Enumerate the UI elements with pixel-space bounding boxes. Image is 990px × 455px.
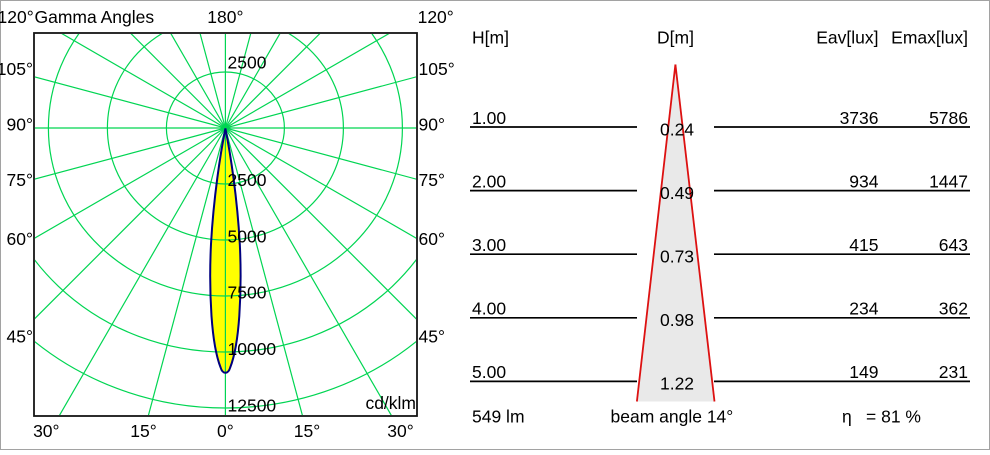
svg-text:H[m]: H[m] <box>472 28 509 48</box>
svg-text:15°: 15° <box>294 421 320 441</box>
svg-text:45°: 45° <box>419 326 445 346</box>
svg-text:7500: 7500 <box>228 283 267 303</box>
svg-text:3.00: 3.00 <box>472 235 506 255</box>
svg-text:90°: 90° <box>419 114 445 134</box>
svg-text:180°: 180° <box>207 7 243 27</box>
svg-text:149: 149 <box>849 362 878 382</box>
svg-text:1.00: 1.00 <box>472 108 506 128</box>
svg-text:30°: 30° <box>387 421 413 441</box>
svg-text:90°: 90° <box>7 114 33 134</box>
svg-text:5.00: 5.00 <box>472 362 506 382</box>
svg-text:231: 231 <box>939 362 968 382</box>
svg-text:3736: 3736 <box>840 108 879 128</box>
svg-text:234: 234 <box>849 299 878 319</box>
svg-text:30°: 30° <box>33 421 59 441</box>
svg-text:D[m]: D[m] <box>657 28 694 48</box>
svg-text:1.22: 1.22 <box>660 374 694 394</box>
svg-text:105°: 105° <box>419 59 455 79</box>
svg-text:1447: 1447 <box>929 171 968 191</box>
svg-text:5786: 5786 <box>929 108 968 128</box>
svg-text:362: 362 <box>939 299 968 319</box>
svg-text:Eav[lux]: Eav[lux] <box>816 28 878 48</box>
svg-text:75°: 75° <box>7 170 33 190</box>
svg-text:beam angle 14°: beam angle 14° <box>611 407 734 427</box>
svg-text:cd/klm: cd/klm <box>365 393 416 413</box>
svg-text:5000: 5000 <box>228 226 267 246</box>
svg-text:Emax[lux]: Emax[lux] <box>891 28 968 48</box>
svg-text:η: η <box>842 407 852 427</box>
svg-text:75°: 75° <box>419 170 445 190</box>
svg-text:2.00: 2.00 <box>472 171 506 191</box>
svg-text:12500: 12500 <box>228 395 277 415</box>
svg-text:549 lm: 549 lm <box>472 407 525 427</box>
svg-text:0.24: 0.24 <box>660 119 694 139</box>
svg-text:4.00: 4.00 <box>472 299 506 319</box>
svg-text:60°: 60° <box>419 229 445 249</box>
svg-text:415: 415 <box>849 235 878 255</box>
svg-text:2500: 2500 <box>228 170 267 190</box>
svg-text:643: 643 <box>939 235 968 255</box>
svg-text:120°: 120° <box>418 7 454 27</box>
svg-text:10000: 10000 <box>228 339 277 359</box>
svg-text:120°: 120° <box>0 7 34 27</box>
svg-text:0.98: 0.98 <box>660 310 694 330</box>
svg-text:0.49: 0.49 <box>660 183 694 203</box>
svg-text:105°: 105° <box>0 59 33 79</box>
svg-text:0.73: 0.73 <box>660 247 694 267</box>
svg-text:2500: 2500 <box>228 53 267 73</box>
svg-text:934: 934 <box>849 171 878 191</box>
svg-text:0°: 0° <box>217 421 234 441</box>
svg-text:= 81 %: = 81 % <box>866 407 921 427</box>
svg-text:60°: 60° <box>7 229 33 249</box>
svg-text:Gamma Angles: Gamma Angles <box>35 7 155 27</box>
svg-text:15°: 15° <box>130 421 156 441</box>
svg-text:45°: 45° <box>7 326 33 346</box>
